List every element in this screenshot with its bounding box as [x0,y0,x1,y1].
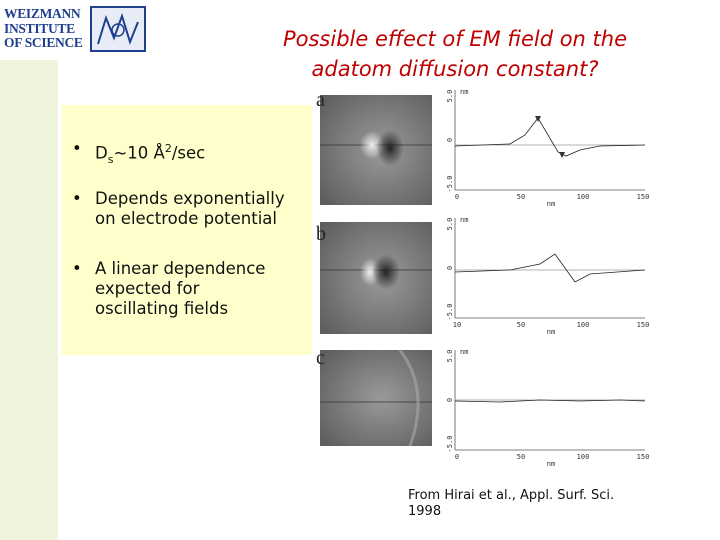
text: Depends exponentially [95,189,285,208]
citation-line: 1998 [408,504,442,519]
axis-unit: nm [460,216,468,224]
text: /sec [171,143,206,163]
x-tick-label: 100 [577,321,590,329]
axis-unit: nm [547,328,555,336]
title-line: adatom diffusion constant? [311,57,599,81]
text: A linear dependence [95,259,266,278]
x-tick-label: 50 [517,193,525,201]
x-tick-label: 100 [577,193,590,201]
y-tick-label: 5.0 [446,350,454,363]
subscript: s [107,152,114,166]
text: on electrode potential [95,209,278,228]
text: ~10 Å [113,143,165,163]
logo-line: WEIZMANN [4,6,81,21]
superscript: 2 [164,142,172,155]
axis-unit: nm [460,348,468,356]
logo-emblem [90,6,146,52]
panel-label: a [316,89,325,111]
axis-unit: nm [547,200,555,208]
x-tick-label: 50 [517,453,525,461]
y-tick-label: -5.0 [446,304,454,321]
x-tick-label: 0 [455,193,459,201]
axis-unit: nm [547,460,555,468]
citation-line: From Hirai et al., Appl. Surf. Sci. [408,488,615,503]
y-tick-label: -5.0 [446,176,454,193]
x-tick-label: 0 [455,453,459,461]
x-tick-label: 100 [577,453,590,461]
panel-label: b [316,223,326,245]
citation: From Hirai et al., Appl. Surf. Sci. 1998 [408,488,614,520]
side-band [0,60,58,540]
x-tick-label: 50 [517,321,525,329]
logo-line: OF SCIENCE [4,35,83,50]
x-tick-label: 150 [637,453,650,461]
text: oscillating fields [95,299,229,318]
logo: WEIZMANN INSTITUTE OF SCIENCE [4,6,83,51]
text: D [95,143,108,163]
y-tick-label: 0 [446,266,454,270]
y-tick-label: 5.0 [446,218,454,231]
panel-label: c [316,347,325,369]
emblem-art [97,12,139,46]
axis-unit: nm [460,88,468,96]
title: Possible effect of EM field on the adato… [240,24,670,84]
y-tick-label: -5.0 [446,436,454,453]
y-tick-label: 0 [446,398,454,402]
logo-line: INSTITUTE [4,20,75,36]
x-tick-label: 150 [637,321,650,329]
x-tick-label: 150 [637,193,650,201]
y-tick-label: 5.0 [446,90,454,103]
x-tick-label: 10 [453,321,461,329]
text: expected for [95,279,200,298]
title-line: Possible effect of EM field on the [282,27,628,51]
bullet-box: • Ds~10 Å2/sec • Depends exponentially on… [62,105,312,355]
y-tick-label: 0 [446,138,454,142]
